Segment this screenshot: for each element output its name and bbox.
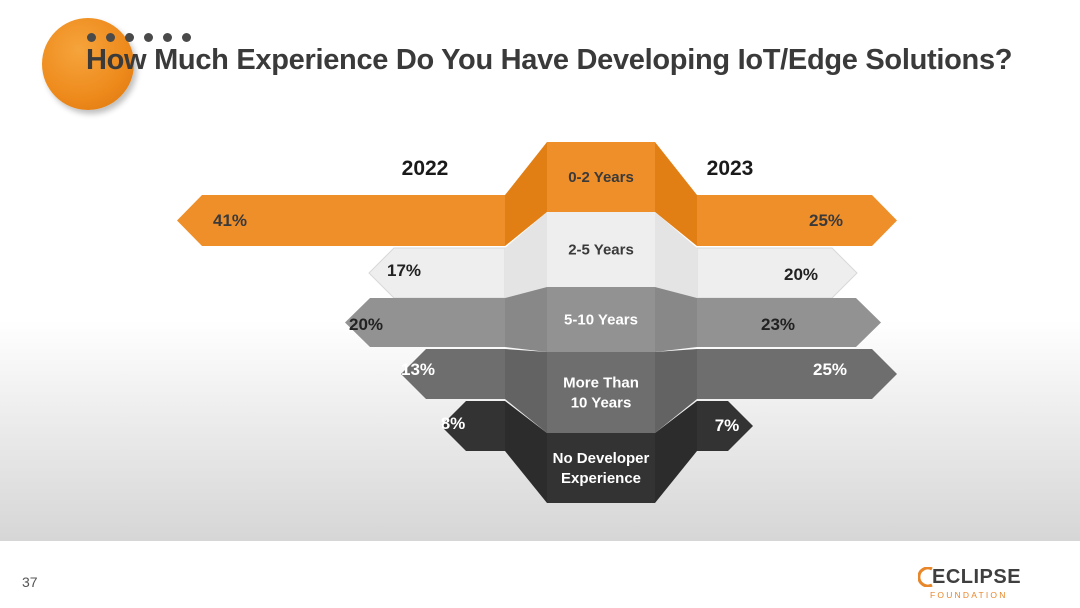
value-label-2023-5: 7%: [715, 416, 740, 435]
bar-2023-4: [697, 349, 897, 399]
connector-right-4: [655, 349, 697, 433]
bar-2022-1: [177, 195, 505, 246]
category-block-5: [547, 433, 655, 503]
connector-left-4: [505, 349, 547, 433]
bar-2023-5: [697, 401, 753, 451]
bar-2023-3: [697, 298, 881, 347]
bars-layer: 0-2 Years 2-5 Years 5-10 Years More Than 10 …: [177, 142, 897, 503]
category-block-4: [547, 352, 655, 433]
experience-chart: 2022 2023 0-2 Years 2-5 Years 5-10 Years Mo…: [177, 142, 897, 503]
connector-right-1: [655, 142, 697, 246]
logo-subtitle: FOUNDATION: [930, 590, 1008, 600]
category-label: No Developer: [553, 450, 650, 467]
category-label: More Than: [563, 375, 639, 392]
dot: [144, 33, 153, 42]
category-label: 10 Years: [571, 395, 632, 412]
year-label-2022: 2022: [402, 157, 449, 180]
connector-right-3: [655, 287, 697, 352]
slide-title: How Much Experience Do You Have Developi…: [86, 44, 1013, 76]
bar-2023-2: [696, 247, 858, 299]
category-label: Experience: [561, 470, 641, 487]
connector-right-5: [655, 401, 697, 503]
year-label-2023: 2023: [707, 157, 754, 180]
connector-right-2: [655, 212, 697, 298]
dot: [87, 33, 96, 42]
connector-left-3: [505, 287, 547, 352]
value-label-2023-4: 25%: [813, 360, 847, 379]
dot: [106, 33, 115, 42]
decorative-dots: [87, 33, 191, 42]
bar-2022-5: [441, 401, 505, 451]
eclipse-logo: ECLIPSE FOUNDATION: [918, 566, 1028, 604]
connector-left-1: [505, 142, 547, 246]
value-label-2022-3: 20%: [349, 315, 383, 334]
category-label: 2-5 Years: [568, 242, 634, 259]
dot: [125, 33, 134, 42]
value-label-2022-4: 13%: [401, 360, 435, 379]
bar-2022-4: [401, 349, 505, 399]
connector-left-5: [505, 401, 547, 503]
bar-2023-1: [697, 195, 897, 246]
category-block-3: [547, 287, 655, 352]
page-number: 37: [22, 574, 38, 590]
category-label: 5-10 Years: [564, 312, 638, 329]
category-block-2: [547, 212, 655, 287]
value-label-2023-1: 25%: [809, 211, 843, 230]
value-label-2023-2: 20%: [784, 265, 818, 284]
slide-footer: [0, 541, 1080, 608]
category-label: 0-2 Years: [568, 169, 634, 186]
connector-left-2: [505, 212, 547, 298]
bar-2022-3: [345, 298, 505, 347]
dot: [182, 33, 191, 42]
value-label-2022-5: 8%: [441, 414, 466, 433]
dot: [163, 33, 172, 42]
value-label-2022-2: 17%: [387, 261, 421, 280]
value-label-2022-1: 41%: [213, 211, 247, 230]
eclipse-arc-icon: [918, 567, 933, 587]
value-label-2023-3: 23%: [761, 315, 795, 334]
logo-wordmark: ECLIPSE: [932, 566, 1022, 588]
category-block-1: [547, 142, 655, 212]
